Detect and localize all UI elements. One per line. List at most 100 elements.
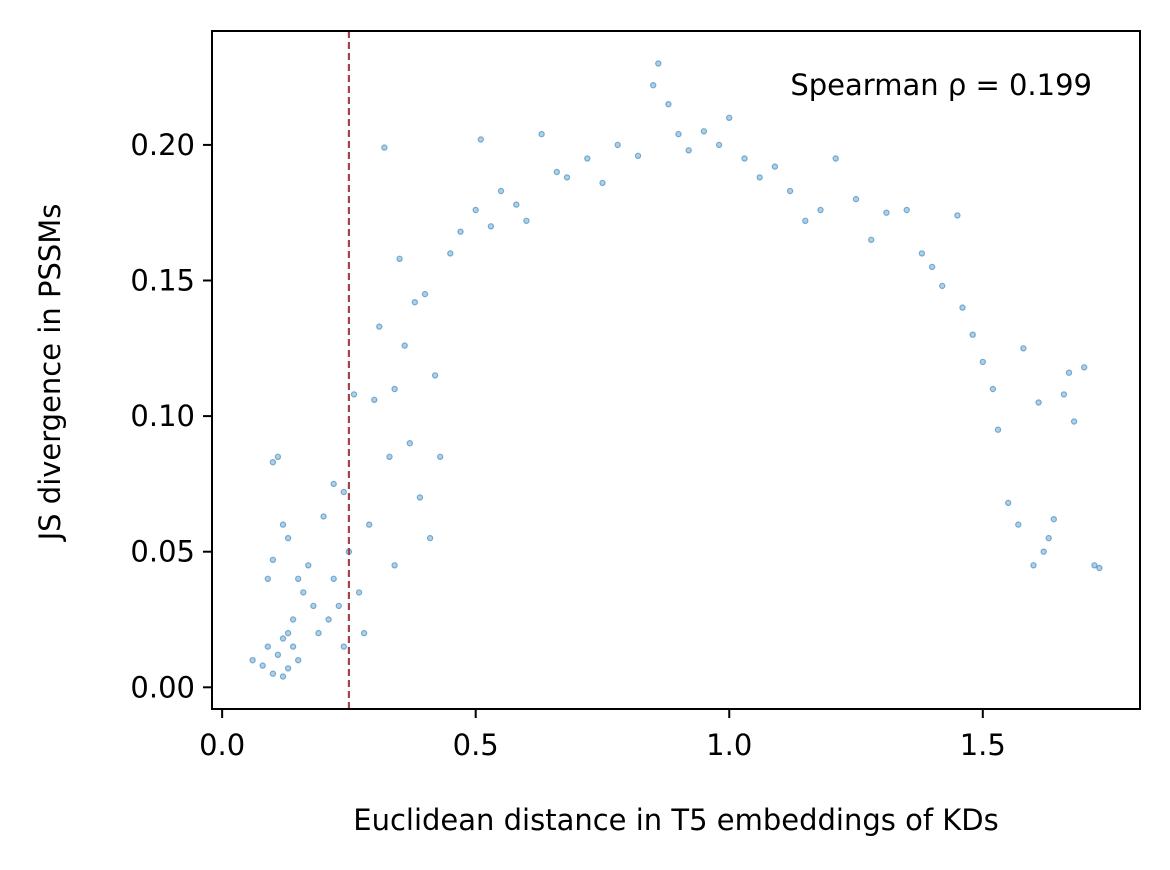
data-point	[249, 657, 256, 664]
data-point	[1035, 399, 1042, 406]
data-point	[437, 453, 444, 460]
data-point	[726, 114, 733, 122]
data-point	[599, 179, 606, 187]
data-point	[411, 299, 418, 306]
data-point	[969, 331, 976, 338]
data-point	[928, 263, 936, 271]
data-point	[1060, 391, 1068, 398]
data-point	[401, 342, 408, 349]
data-point	[295, 657, 302, 664]
data-point	[939, 282, 946, 290]
y-tick-label: 0.00	[130, 670, 195, 704]
data-point	[340, 643, 347, 650]
data-point	[269, 556, 277, 564]
data-point	[523, 217, 530, 224]
y-axis-ticks: 0.00 0.05 0.10 0.15 0.20	[130, 128, 212, 704]
data-point	[376, 323, 383, 330]
data-point	[366, 521, 373, 528]
data-point	[391, 385, 398, 393]
data-point	[771, 163, 779, 170]
data-point	[477, 136, 484, 143]
data-point	[817, 206, 824, 214]
data-point	[371, 396, 378, 403]
data-point	[421, 290, 429, 298]
data-point	[634, 152, 642, 159]
x-tick-label: 1.5	[960, 728, 1006, 762]
data-point	[614, 141, 621, 149]
data-point	[852, 195, 860, 203]
data-point	[665, 100, 672, 108]
data-point	[360, 629, 368, 637]
data-point	[487, 223, 495, 230]
data-point	[497, 187, 505, 195]
data-point	[584, 155, 591, 162]
data-point	[553, 168, 561, 176]
data-point	[1015, 521, 1022, 528]
y-tick-label: 0.20	[130, 128, 195, 162]
data-point	[1040, 548, 1047, 555]
data-point	[954, 212, 961, 219]
y-axis-label: JS divergence in PSSMs	[33, 204, 67, 543]
data-point	[259, 662, 266, 669]
data-point	[406, 440, 413, 447]
data-point	[675, 130, 682, 138]
data-point	[513, 201, 520, 208]
x-axis-ticks: 0.0 0.5 1.0 1.5	[199, 709, 1006, 762]
data-point	[1065, 369, 1073, 376]
data-point	[472, 206, 479, 214]
data-point	[918, 250, 926, 257]
data-point	[310, 602, 317, 610]
data-point	[264, 643, 271, 650]
data-point	[1070, 418, 1078, 425]
data-point	[868, 236, 875, 243]
x-axis-label: Euclidean distance in T5 embeddings of K…	[353, 803, 998, 837]
data-point	[538, 130, 545, 138]
data-point	[655, 60, 662, 67]
data-point	[274, 453, 282, 460]
data-point	[269, 459, 277, 466]
data-point	[289, 643, 297, 650]
data-point	[1030, 562, 1037, 569]
x-tick-label: 0.0	[199, 728, 245, 762]
data-point	[416, 494, 424, 501]
data-point	[355, 589, 363, 596]
data-point	[295, 575, 302, 583]
data-point	[320, 513, 327, 520]
data-point	[1020, 345, 1027, 352]
data-point	[563, 174, 571, 181]
data-point	[284, 534, 292, 542]
data-point	[959, 304, 966, 311]
data-point	[340, 488, 347, 496]
x-tick-label: 0.5	[453, 728, 499, 762]
data-point	[715, 141, 723, 149]
data-point	[279, 673, 287, 680]
data-point	[1096, 564, 1103, 572]
data-point	[289, 616, 297, 623]
data-point	[330, 575, 337, 583]
data-point	[903, 206, 910, 214]
data-point	[426, 534, 434, 542]
data-point	[650, 81, 657, 89]
data-point	[979, 358, 987, 366]
data-point	[1091, 562, 1098, 569]
data-point	[315, 629, 322, 637]
data-point	[330, 480, 337, 488]
y-tick-label: 0.15	[130, 264, 195, 298]
data-point	[269, 670, 277, 677]
data-point	[325, 616, 332, 623]
data-point	[786, 187, 794, 195]
data-point	[305, 562, 312, 569]
data-point	[1005, 499, 1012, 507]
data-point	[350, 391, 358, 398]
y-tick-label: 0.10	[130, 399, 195, 433]
data-point	[274, 651, 282, 659]
data-point	[284, 629, 292, 637]
data-point	[989, 385, 997, 393]
data-point	[396, 255, 403, 262]
data-point	[447, 250, 454, 257]
data-point	[756, 174, 763, 181]
data-point	[279, 635, 287, 642]
data-point	[300, 589, 307, 596]
data-point	[832, 155, 839, 162]
